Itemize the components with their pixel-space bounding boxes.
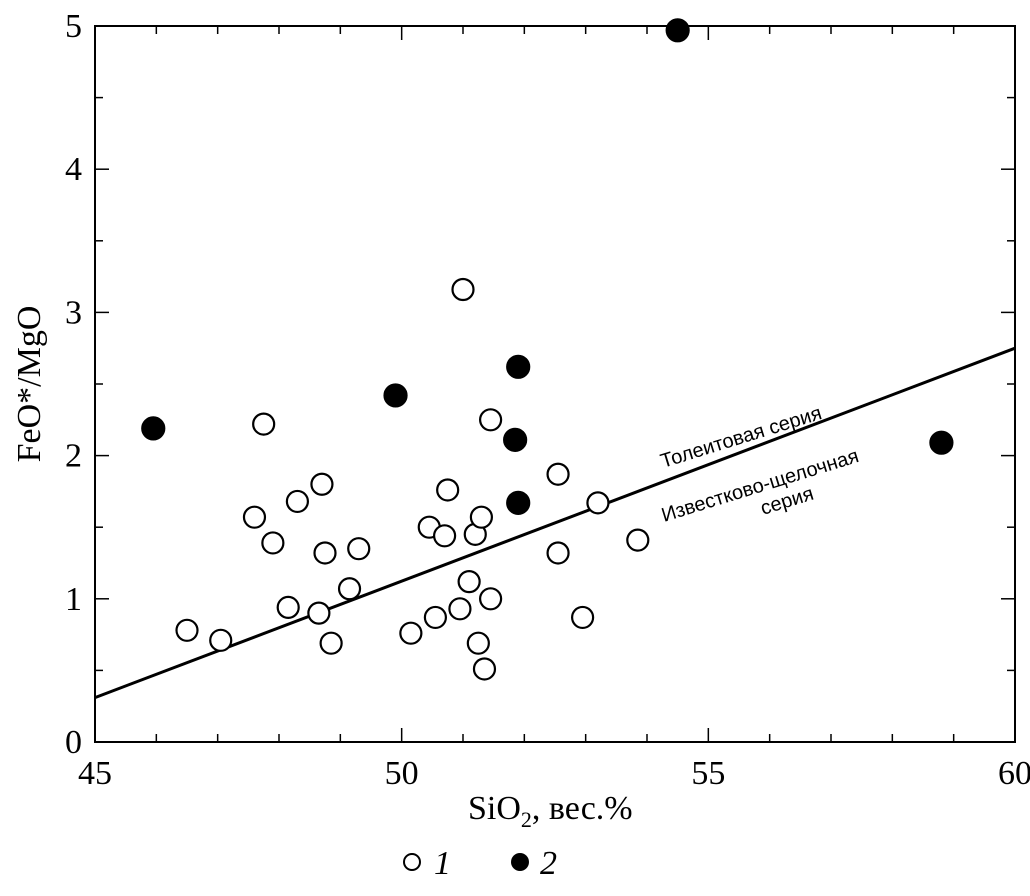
- data-point-filled: [506, 490, 531, 515]
- data-point-open: [242, 505, 267, 529]
- data-point-open: [285, 489, 309, 514]
- data-point-filled: [383, 383, 408, 408]
- data-point-open: [433, 524, 457, 548]
- y-tick-label: 0: [65, 724, 82, 761]
- x-tick-label: 50: [385, 755, 419, 792]
- y-tick-label: 1: [65, 581, 82, 618]
- data-point-filled: [665, 18, 690, 43]
- data-point-open: [307, 601, 331, 625]
- data-point-open: [252, 412, 276, 436]
- legend-marker-1: [403, 853, 421, 871]
- x-tick-label: 45: [78, 755, 112, 792]
- data-point-open: [209, 628, 233, 652]
- x-tick-label: 60: [998, 755, 1030, 792]
- data-point-open: [175, 618, 199, 642]
- series-divider-line: [94, 346, 1016, 700]
- data-point-open: [472, 657, 497, 681]
- data-point-open: [310, 472, 334, 496]
- data-point-filled: [141, 416, 166, 441]
- y-tick-label: 3: [65, 294, 82, 331]
- x-axis-title-main: SiO: [468, 790, 521, 827]
- data-point-open: [276, 595, 300, 619]
- data-points: [141, 18, 954, 681]
- data-point-open: [423, 605, 447, 630]
- y-tick-label: 2: [65, 438, 82, 475]
- data-point-open: [469, 505, 493, 529]
- data-point-open: [337, 577, 362, 601]
- data-point-filled: [929, 430, 954, 455]
- data-point-open: [451, 277, 475, 302]
- data-point-open: [347, 537, 371, 561]
- data-point-filled: [506, 354, 531, 379]
- legend-label-2: 2: [540, 845, 557, 882]
- data-point-open: [261, 531, 285, 555]
- data-point-open: [479, 587, 503, 611]
- data-point-open: [570, 605, 595, 630]
- data-point-open: [457, 570, 481, 594]
- data-point-open: [479, 408, 503, 432]
- x-axis-title: SiO2, вес.%: [468, 790, 633, 832]
- data-point-open: [313, 541, 337, 565]
- data-point-open: [319, 631, 343, 655]
- y-tick-label: 4: [65, 151, 82, 188]
- data-point-open: [399, 621, 423, 645]
- legend-label-1: 1: [434, 845, 451, 882]
- y-tick-label: 5: [65, 8, 82, 45]
- x-axis-title-subscript: 2: [521, 807, 532, 832]
- legend: 1 2: [403, 845, 557, 882]
- axis-ticks: [94, 25, 1016, 743]
- data-point-open: [448, 597, 472, 621]
- x-tick-label: 55: [691, 755, 725, 792]
- data-point-open: [466, 631, 490, 655]
- y-axis-title: FeO*/MgO: [11, 306, 48, 463]
- data-point-open: [436, 478, 460, 502]
- x-axis-title-suffix: , вес.%: [532, 790, 633, 827]
- data-point-open: [586, 491, 610, 515]
- plot-frame: [94, 25, 1016, 743]
- data-point-filled: [503, 427, 528, 452]
- data-point-open: [626, 528, 650, 552]
- data-point-open: [546, 462, 570, 486]
- data-point-open: [546, 541, 570, 565]
- legend-marker-2: [511, 853, 529, 871]
